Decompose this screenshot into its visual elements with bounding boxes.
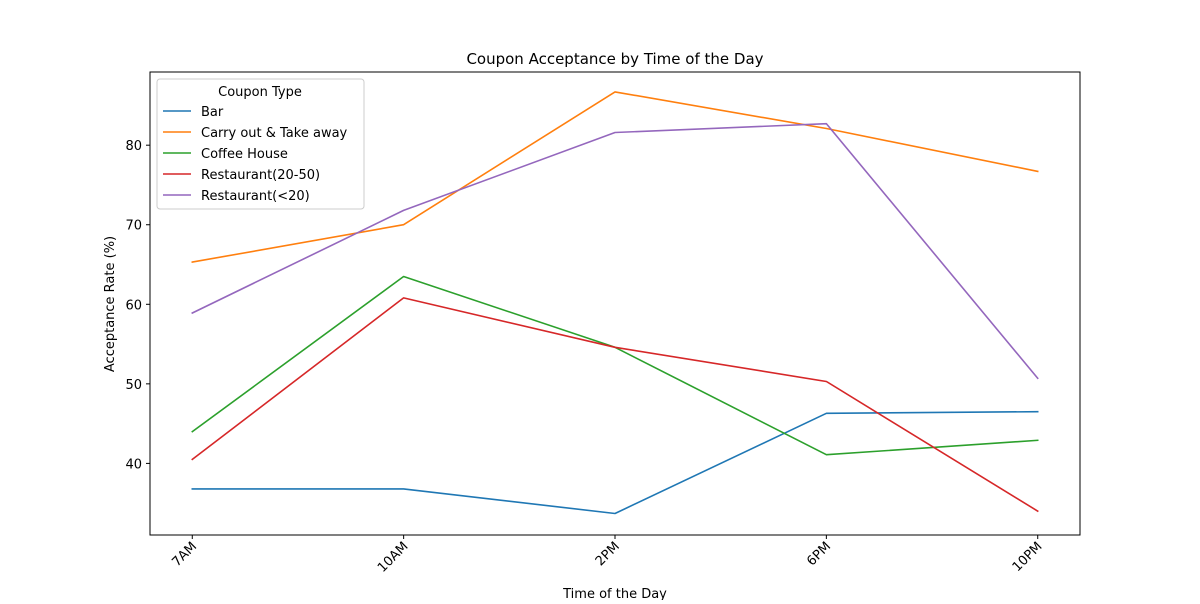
- series-line-0: [191, 410, 1039, 515]
- legend-title: Coupon Type: [218, 85, 302, 100]
- y-axis-label: Acceptance Rate (%): [103, 236, 118, 372]
- x-tick-label: 6PM: [804, 539, 834, 569]
- legend-label: Coffee House: [201, 147, 288, 162]
- series-line-4: [191, 122, 1039, 380]
- x-tick-label: 10PM: [1010, 539, 1046, 575]
- series-line-2: [191, 275, 1039, 456]
- plot-area: 40 50 60 70 80 7AM 10AM 2PM 6PM 10PM: [125, 71, 1081, 576]
- series-line-1: [191, 91, 1039, 264]
- x-tick-label: 7AM: [169, 539, 200, 570]
- y-tick-label: 80: [125, 139, 142, 154]
- legend: Coupon Type Bar Carry out & Take away Coffe…: [156, 78, 365, 210]
- legend-label: Bar: [201, 105, 224, 120]
- legend-label: Restaurant(<20): [201, 189, 310, 204]
- legend-label: Carry out & Take away: [201, 126, 348, 141]
- series-line-3: [191, 297, 1039, 513]
- y-tick-label: 70: [125, 219, 142, 234]
- legend-label: Restaurant(20-50): [201, 168, 320, 183]
- chart-title: Coupon Acceptance by Time of the Day: [466, 50, 763, 68]
- x-tick-label: 10AM: [375, 539, 412, 576]
- x-tick-label: 2PM: [593, 539, 623, 569]
- y-tick-label: 40: [125, 457, 142, 472]
- y-tick-label: 60: [125, 298, 142, 313]
- x-axis-label: Time of the Day: [562, 587, 667, 600]
- legend-box: [156, 78, 365, 210]
- y-tick-label: 50: [125, 378, 142, 393]
